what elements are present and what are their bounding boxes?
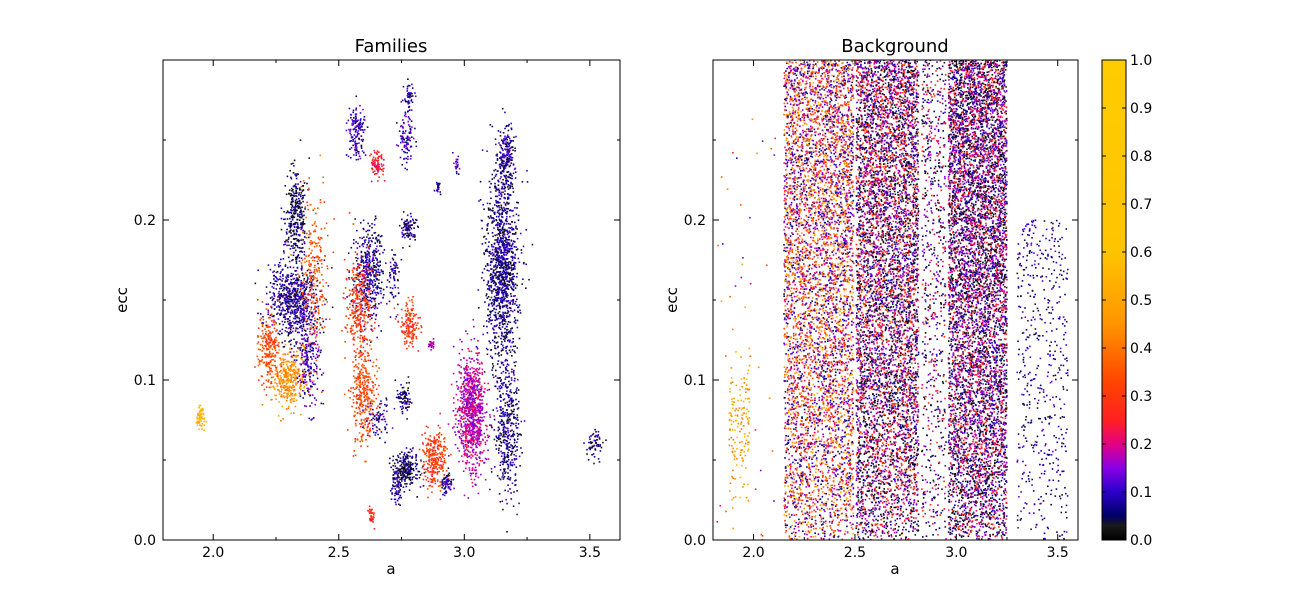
background-ylabel: ecc [663,287,681,313]
families-ylabel: ecc [113,287,131,313]
background-xlabel: a [890,560,899,578]
families-axes: 2.0 2.5 3.0 3.5 0.0 0.1 0.2 [134,60,620,561]
families-frame [162,59,621,541]
x-tick-label: 2.0 [742,545,764,561]
x-tick-label: 3.0 [945,545,967,561]
background-points [716,60,1069,540]
y-tick-label: 0.0 [134,533,156,549]
families-points [195,78,607,533]
colorbar-tick-label: 1.0 [1130,53,1152,69]
y-tick-label: 0.2 [134,213,156,229]
x-tick-label: 3.5 [1047,545,1069,561]
background-frame [712,59,1079,541]
x-tick-label: 2.5 [328,545,350,561]
y-tick-label: 0.2 [684,213,706,229]
x-tick-label: 3.5 [579,545,601,561]
y-tick-label: 0.1 [134,373,156,389]
colorbar-tick-label: 0.4 [1130,341,1152,357]
x-tick-label: 2.5 [844,545,866,561]
families-xlabel: a [386,560,395,578]
colorbar-tick-label: 0.7 [1130,197,1152,213]
colorbar-tick-label: 0.9 [1130,101,1152,117]
x-tick-label: 2.0 [202,545,224,561]
colorbar-tick-label: 0.3 [1130,389,1152,405]
colorbar-tick-label: 0.6 [1130,245,1152,261]
x-tick-label: 3.0 [453,545,475,561]
colorbar-tick-label: 0.5 [1130,293,1152,309]
colorbar-tick-label: 0.8 [1130,149,1152,165]
colorbar-tick-label: 0.1 [1130,485,1152,501]
background-title: Background [841,36,948,57]
background-axes: 2.0 2.5 3.0 3.5 0.0 0.1 0.2 [684,60,1078,561]
colorbar-tick-label: 0.2 [1130,437,1152,453]
colorbar-tick-label: 0.0 [1130,533,1152,549]
families-title: Families [355,36,428,57]
y-tick-label: 0.1 [684,373,706,389]
y-tick-label: 0.0 [684,533,706,549]
colorbar-ticks: 0.0 0.1 0.2 0.3 0.4 0.5 0.6 0.7 0.8 0.9 1.0 [1102,53,1152,549]
